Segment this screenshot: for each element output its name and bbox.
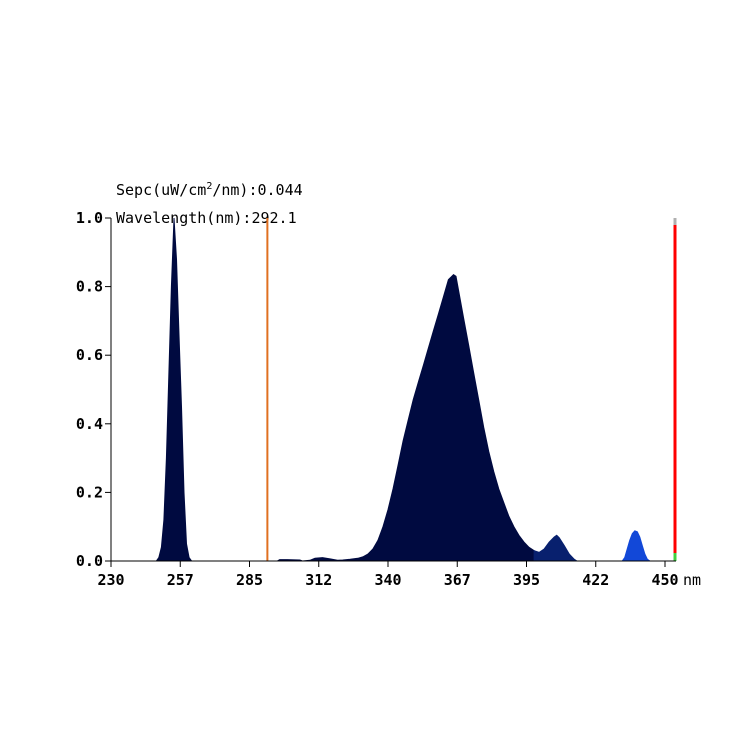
axes-layer: 0.0 0.2 0.4 0.6 0.8 1.0 230 257 285 312 340 367 395 4… (76, 209, 701, 589)
series-layer (155, 217, 652, 562)
spec-label-suffix: /nm): (212, 181, 258, 199)
spectrum-area-2 (533, 534, 579, 562)
x-tick-label: 367 (444, 571, 471, 589)
spectrum-area-1 (275, 273, 535, 562)
x-tick-label: 257 (167, 571, 194, 589)
x-tick-label: 395 (513, 571, 540, 589)
x-tick-label: 450 (651, 571, 678, 589)
y-tick-label: 0.8 (76, 278, 103, 296)
spec-superscript: 2 (206, 181, 213, 192)
spec-label: Sepc(uW/cm (116, 181, 207, 199)
x-tick-label: 422 (582, 571, 609, 589)
wavelength-value: 292.1 (251, 209, 297, 227)
markers-layer (266, 218, 677, 561)
y-tick-label: 0.0 (76, 552, 103, 570)
x-tick-label: 340 (374, 571, 401, 589)
x-tick-label: 312 (305, 571, 332, 589)
wavelength-readout: Wavelength(nm):292.1 (116, 191, 297, 227)
spectrum-readout: Sepc(uW/cm2/nm):0.044 (116, 163, 303, 199)
x-tick-label: 230 (97, 571, 124, 589)
y-tick-label: 1.0 (76, 209, 103, 227)
spectrum-area-3 (621, 530, 652, 562)
y-tick-label: 0.2 (76, 483, 103, 501)
y-tick-label: 0.6 (76, 346, 103, 364)
spectrum-area-0 (155, 217, 193, 562)
wavelength-label: Wavelength(nm): (116, 209, 252, 227)
x-tick-label: 285 (236, 571, 263, 589)
y-tick-label: 0.4 (76, 415, 103, 433)
spec-value: 0.044 (257, 181, 303, 199)
x-unit-label: nm (683, 571, 701, 589)
